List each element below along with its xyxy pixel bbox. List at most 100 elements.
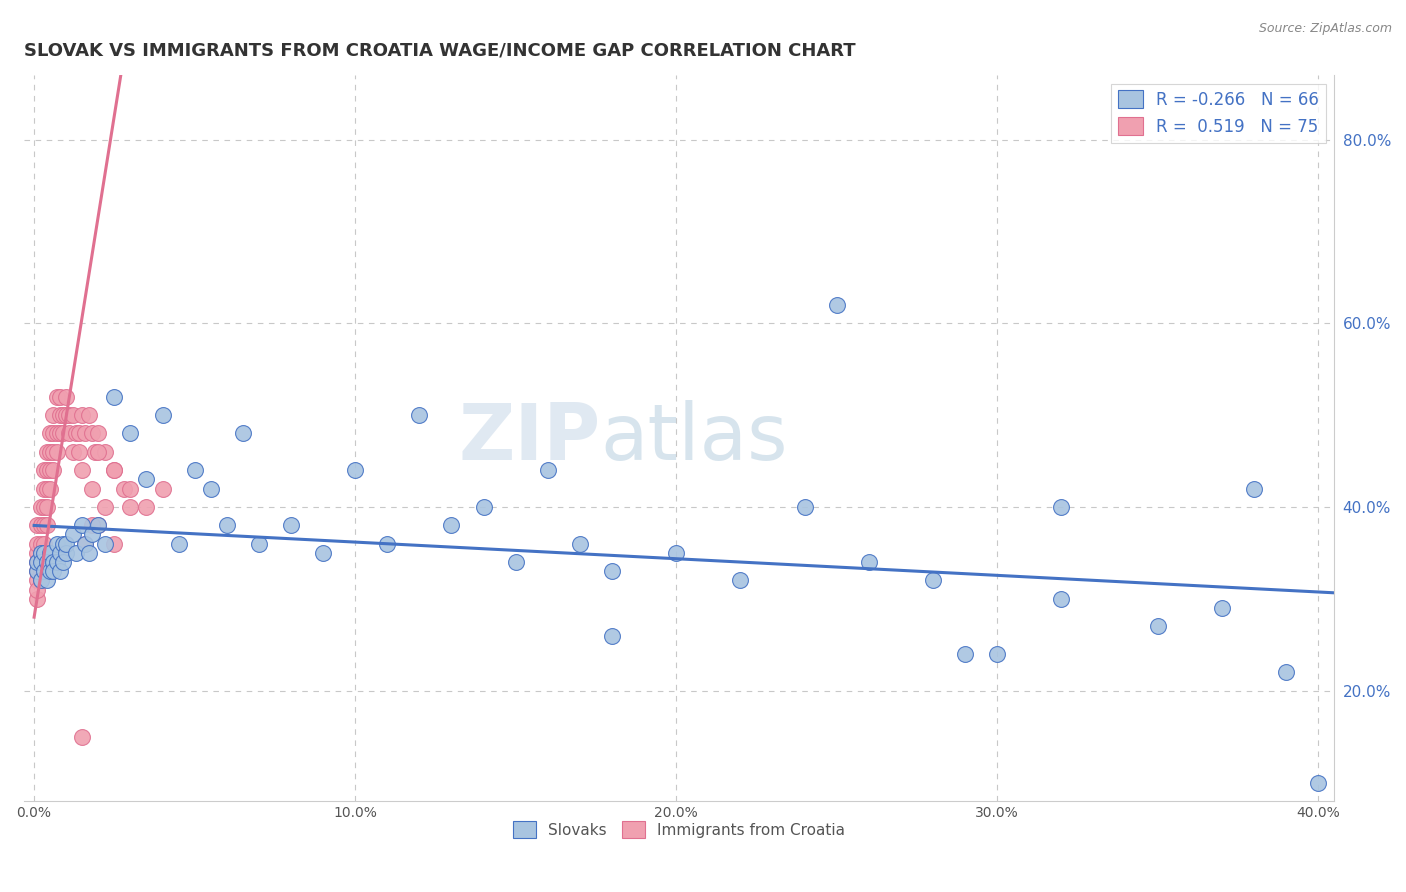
Point	[32, 482, 55, 496]
Point	[27, 564, 49, 578]
Point	[42, 463, 65, 477]
Point	[135, 472, 157, 486]
Point	[87, 518, 110, 533]
Point	[75, 537, 97, 551]
Point	[152, 408, 174, 422]
Point	[75, 426, 97, 441]
Point	[375, 537, 398, 551]
Point	[247, 537, 270, 551]
Point	[30, 574, 52, 588]
Point	[49, 546, 72, 560]
Point	[30, 546, 52, 560]
Point	[27, 582, 49, 597]
Point	[280, 518, 302, 533]
Point	[27, 591, 49, 606]
Point	[35, 574, 58, 588]
Point	[42, 555, 65, 569]
Point	[65, 426, 87, 441]
Point	[55, 390, 77, 404]
Point	[35, 500, 58, 514]
Point	[32, 500, 55, 514]
Point	[87, 426, 110, 441]
Point	[32, 546, 55, 560]
Point	[135, 500, 157, 514]
Point	[35, 482, 58, 496]
Point	[39, 445, 62, 459]
Point	[1050, 500, 1073, 514]
Point	[39, 463, 62, 477]
Point	[45, 390, 67, 404]
Point	[75, 537, 97, 551]
Point	[30, 518, 52, 533]
Point	[344, 463, 367, 477]
Text: atlas: atlas	[600, 400, 789, 476]
Text: SLOVAK VS IMMIGRANTS FROM CROATIA WAGE/INCOME GAP CORRELATION CHART: SLOVAK VS IMMIGRANTS FROM CROATIA WAGE/I…	[24, 42, 856, 60]
Point	[52, 408, 75, 422]
Text: ZIP: ZIP	[458, 400, 600, 476]
Point	[45, 445, 67, 459]
Point	[45, 537, 67, 551]
Point	[55, 408, 77, 422]
Point	[32, 518, 55, 533]
Point	[27, 574, 49, 588]
Point	[665, 546, 688, 560]
Point	[1306, 775, 1329, 789]
Point	[93, 445, 115, 459]
Point	[93, 537, 115, 551]
Point	[30, 564, 52, 578]
Point	[42, 445, 65, 459]
Point	[27, 537, 49, 551]
Point	[39, 426, 62, 441]
Point	[200, 482, 222, 496]
Point	[825, 298, 848, 312]
Point	[72, 408, 94, 422]
Point	[600, 628, 623, 642]
Point	[62, 527, 84, 541]
Point	[49, 408, 72, 422]
Point	[55, 537, 77, 551]
Point	[87, 518, 110, 533]
Point	[152, 482, 174, 496]
Point	[537, 463, 560, 477]
Point	[922, 574, 945, 588]
Point	[103, 463, 125, 477]
Point	[39, 564, 62, 578]
Point	[103, 537, 125, 551]
Point	[49, 426, 72, 441]
Point	[30, 555, 52, 569]
Point	[32, 555, 55, 569]
Point	[39, 546, 62, 560]
Point	[49, 390, 72, 404]
Point	[32, 564, 55, 578]
Point	[27, 555, 49, 569]
Point	[72, 518, 94, 533]
Point	[67, 445, 90, 459]
Point	[30, 546, 52, 560]
Point	[1275, 665, 1298, 680]
Point	[30, 537, 52, 551]
Point	[408, 408, 430, 422]
Point	[27, 518, 49, 533]
Point	[120, 426, 142, 441]
Point	[35, 555, 58, 569]
Point	[986, 647, 1008, 661]
Point	[953, 647, 976, 661]
Point	[58, 426, 80, 441]
Point	[52, 555, 75, 569]
Point	[1050, 591, 1073, 606]
Point	[440, 518, 463, 533]
Point	[93, 500, 115, 514]
Point	[600, 564, 623, 578]
Point	[42, 408, 65, 422]
Point	[62, 445, 84, 459]
Point	[30, 500, 52, 514]
Point	[65, 546, 87, 560]
Point	[58, 408, 80, 422]
Legend: Slovaks, Immigrants from Croatia: Slovaks, Immigrants from Croatia	[508, 815, 852, 844]
Point	[120, 482, 142, 496]
Point	[72, 730, 94, 744]
Point	[30, 555, 52, 569]
Point	[568, 537, 591, 551]
Point	[35, 445, 58, 459]
Point	[793, 500, 815, 514]
